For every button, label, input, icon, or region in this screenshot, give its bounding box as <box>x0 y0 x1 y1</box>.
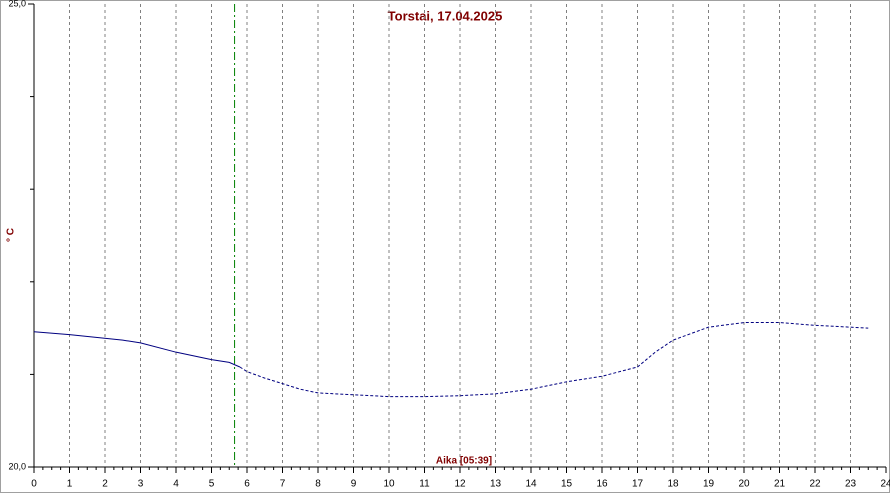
x-tick-label: 14 <box>525 479 537 490</box>
x-tick-label: 17 <box>632 479 644 490</box>
x-tick-label: 18 <box>667 479 679 490</box>
x-tick-label: 5 <box>209 479 215 490</box>
x-tick-label: 12 <box>454 479 466 490</box>
temperature-line <box>239 322 869 398</box>
x-tick-label: 6 <box>244 479 250 490</box>
x-tick-label: 13 <box>490 479 502 490</box>
x-tick-label: 2 <box>102 479 108 490</box>
x-tick-label: 7 <box>280 479 286 490</box>
x-tick-label: 20 <box>738 479 750 490</box>
x-tick-label: 21 <box>774 479 786 490</box>
x-tick-label: 15 <box>561 479 573 490</box>
x-tick-label: 16 <box>596 479 608 490</box>
x-tick-label: 0 <box>31 479 37 490</box>
x-tick-label: 24 <box>880 479 890 490</box>
x-tick-label: 4 <box>173 479 179 490</box>
x-tick-label: 19 <box>703 479 715 490</box>
x-axis-title: Aika [05:39] <box>436 456 492 467</box>
y-tick-label: 20,0 <box>8 461 26 471</box>
x-tick-label: 10 <box>383 479 395 490</box>
x-tick-label: 23 <box>845 479 857 490</box>
x-tick-label: 22 <box>809 479 821 490</box>
x-tick-label: 11 <box>419 479 430 490</box>
x-tick-label: 1 <box>67 479 73 490</box>
temperature-line <box>33 331 241 368</box>
y-axis-title: ° C <box>6 228 17 242</box>
y-tick-label: 25,0 <box>8 0 26 8</box>
chart-title: Torstai, 17.04.2025 <box>388 8 503 23</box>
x-tick-label: 9 <box>351 479 357 490</box>
x-tick-label: 8 <box>315 479 321 490</box>
x-tick-label: 3 <box>138 479 144 490</box>
